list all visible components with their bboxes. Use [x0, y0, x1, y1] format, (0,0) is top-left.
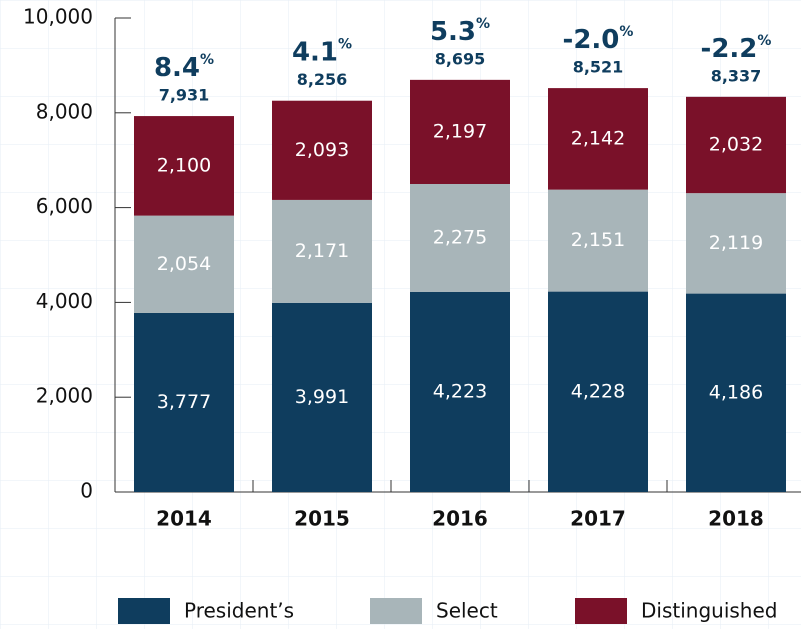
growth-value: -2.0 [563, 25, 620, 55]
growth-unit: % [338, 37, 352, 53]
value-label: 2,197 [433, 120, 487, 142]
bar-segment [134, 116, 234, 216]
total-label: 8,337 [711, 66, 762, 85]
x-tick-label: 2015 [294, 507, 350, 531]
value-label: 3,991 [295, 386, 349, 408]
value-label: 2,119 [709, 232, 763, 254]
x-tick-label: 2016 [432, 507, 488, 531]
legend-label: Select [436, 599, 498, 623]
y-tick-label: 8,000 [36, 99, 93, 123]
bar-segment [272, 302, 372, 492]
total-label: 8,695 [435, 49, 486, 68]
bar-segment [410, 79, 510, 184]
bar-segment [686, 193, 786, 294]
value-label: 2,100 [157, 154, 211, 176]
value-label: 2,054 [157, 253, 211, 275]
bar-segment [686, 293, 786, 492]
bar-segment [134, 215, 234, 313]
legend-label: President’s [184, 599, 294, 623]
legend-label: Distinguished [641, 599, 777, 623]
growth-label: 5.3% [430, 16, 490, 47]
bar-segment [548, 88, 648, 190]
value-label: 2,275 [433, 226, 487, 248]
bar-segment [272, 199, 372, 303]
legend-swatch [370, 598, 422, 624]
x-tick-label: 2018 [708, 507, 764, 531]
x-tick-label: 2014 [156, 507, 212, 531]
value-label: 2,142 [571, 127, 625, 149]
y-tick-label: 6,000 [36, 194, 93, 218]
bar-segment [410, 183, 510, 292]
growth-unit: % [619, 24, 633, 40]
growth-unit: % [757, 33, 771, 49]
total-label: 8,521 [573, 58, 624, 77]
value-label: 3,777 [157, 391, 211, 413]
growth-value: -2.2 [701, 33, 758, 63]
value-label: 2,151 [571, 229, 625, 251]
y-tick-label: 0 [80, 479, 93, 503]
growth-label: -2.2% [701, 33, 772, 64]
growth-label: 8.4% [154, 52, 214, 83]
growth-value: 4.1 [292, 37, 338, 67]
growth-label: -2.0% [563, 24, 634, 55]
y-tick-label: 10,000 [23, 5, 93, 29]
total-label: 7,931 [159, 86, 210, 105]
value-label: 2,032 [709, 133, 763, 155]
bar-segment [686, 96, 786, 194]
value-label: 2,171 [295, 240, 349, 262]
growth-unit: % [200, 52, 214, 68]
value-label: 4,223 [433, 380, 487, 402]
x-tick-label: 2017 [570, 507, 626, 531]
growth-unit: % [476, 16, 490, 32]
y-tick-label: 2,000 [36, 384, 93, 408]
value-label: 4,228 [571, 380, 625, 402]
bar-segment [410, 291, 510, 492]
growth-value: 8.4 [154, 53, 200, 83]
bar-segment [134, 312, 234, 492]
y-tick-label: 4,000 [36, 289, 93, 313]
legend-swatch [575, 598, 627, 624]
total-label: 8,256 [297, 70, 348, 89]
legend-swatch [118, 598, 170, 624]
value-label: 4,186 [709, 381, 763, 403]
growth-value: 5.3 [430, 16, 476, 46]
bar-segment [548, 291, 648, 492]
growth-label: 4.1% [292, 37, 352, 67]
bar-segment [272, 100, 372, 200]
bar-segment [548, 189, 648, 292]
value-label: 2,093 [295, 139, 349, 161]
